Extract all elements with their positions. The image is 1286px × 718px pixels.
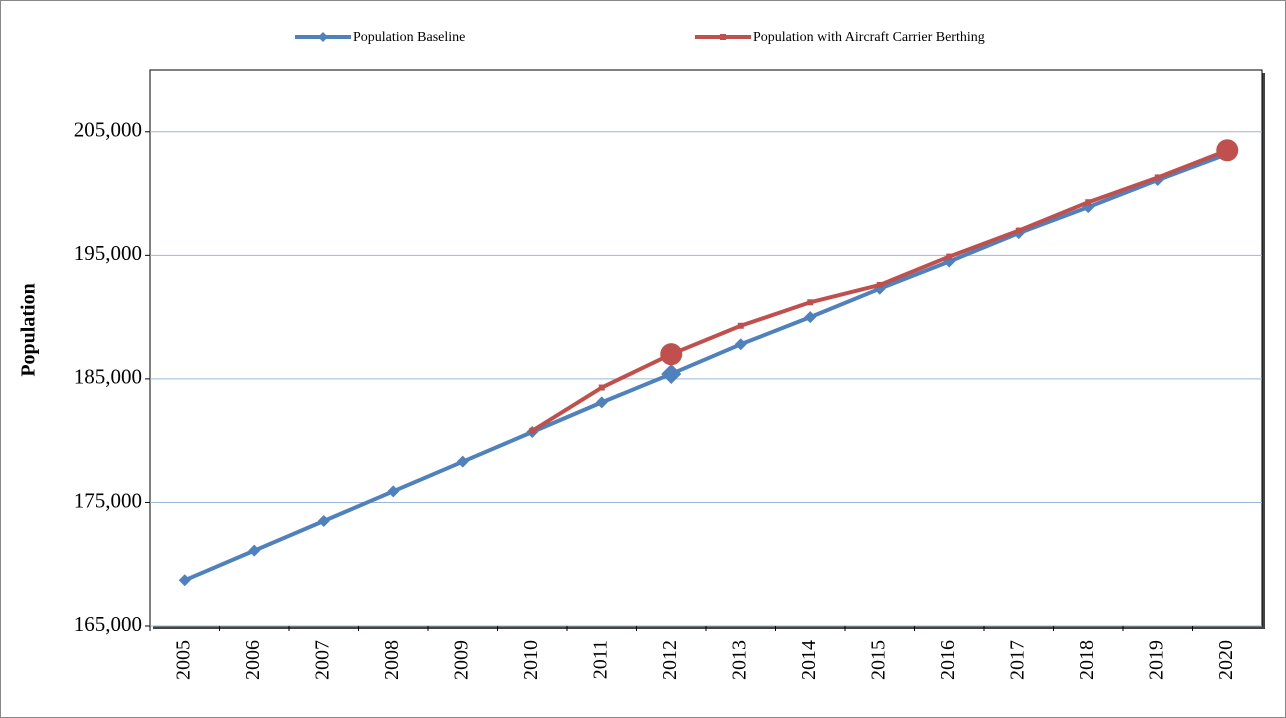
- x-tick-label: 2007: [311, 640, 333, 680]
- x-tick-label: 2019: [1145, 640, 1167, 680]
- x-tick-label: 2012: [659, 640, 681, 680]
- x-tick-label: 2016: [937, 640, 959, 680]
- marker: [1154, 174, 1161, 181]
- marker: [387, 485, 400, 498]
- legend-marker: [318, 32, 328, 42]
- x-tick-label: 2009: [450, 640, 472, 680]
- x-tick-label: 2020: [1215, 640, 1237, 680]
- marker: [248, 544, 261, 557]
- x-tick-label: 2008: [381, 640, 403, 680]
- marker: [178, 574, 191, 587]
- marker: [734, 338, 747, 351]
- x-tick-label: 2017: [1006, 640, 1028, 680]
- x-tick-label: 2011: [589, 640, 611, 679]
- x-tick-label: 2005: [172, 640, 194, 680]
- x-tick-label: 2010: [520, 640, 542, 680]
- x-tick-label: 2014: [798, 640, 820, 680]
- x-tick-label: 2013: [728, 640, 750, 680]
- marker: [1085, 199, 1092, 206]
- marker: [595, 396, 608, 409]
- marker: [807, 299, 814, 306]
- highlight-marker: [1216, 139, 1239, 162]
- y-axis-title: Population: [18, 283, 40, 376]
- x-tick-label: 2006: [242, 640, 264, 680]
- y-tick-label: 185,000: [74, 365, 142, 389]
- x-tick-label: 2015: [867, 640, 889, 680]
- marker: [737, 322, 744, 329]
- x-tick-label: 2018: [1076, 640, 1098, 680]
- series-line: [183, 152, 1228, 583]
- highlight-marker: [660, 343, 683, 366]
- marker: [317, 514, 330, 527]
- y-tick-label: 175,000: [74, 488, 142, 512]
- marker: [456, 455, 469, 468]
- legend-label: Population Baseline: [353, 30, 465, 45]
- y-tick-label: 205,000: [74, 118, 142, 142]
- y-tick-label: 165,000: [74, 612, 142, 636]
- y-tick-label: 195,000: [74, 241, 142, 265]
- legend-marker: [720, 34, 726, 40]
- marker: [598, 384, 605, 391]
- marker: [529, 427, 536, 434]
- marker: [1015, 227, 1022, 234]
- plot-area: [149, 69, 1263, 627]
- marker: [876, 281, 883, 288]
- marker: [661, 363, 682, 384]
- legend-label: Population with Aircraft Carrier Berthin…: [753, 30, 985, 45]
- marker: [946, 253, 953, 260]
- marker: [804, 311, 817, 324]
